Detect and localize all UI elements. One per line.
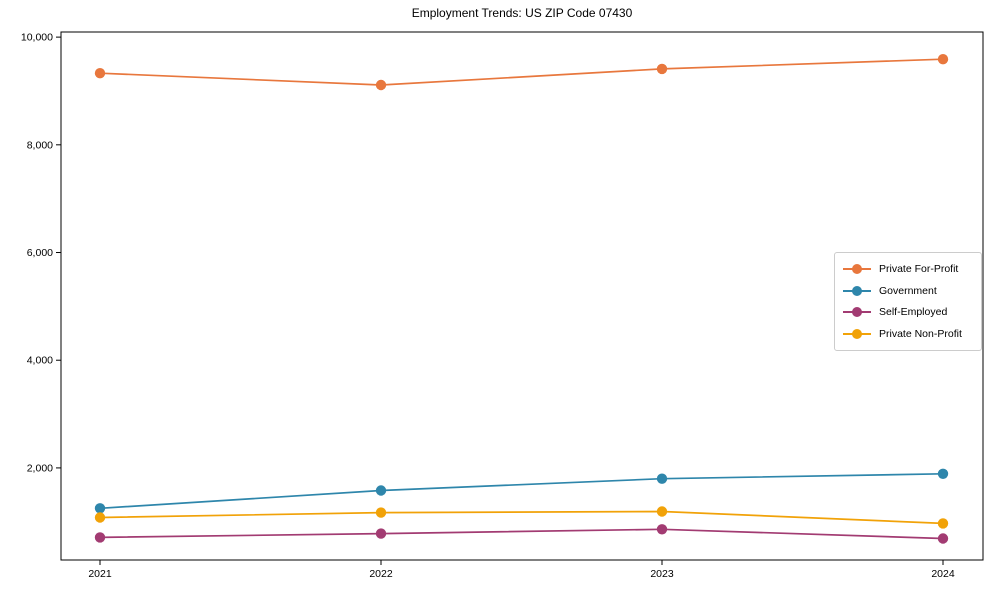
legend-item: Government: [843, 280, 973, 302]
legend-label: Self-Employed: [879, 306, 948, 319]
y-tick-label: 4,000: [27, 355, 53, 367]
series-line: [99, 528, 944, 540]
data-point-marker: [656, 524, 668, 535]
legend-item: Private Non-Profit: [843, 323, 973, 345]
data-point-marker: [937, 468, 949, 479]
legend-label: Private For-Profit: [879, 262, 959, 275]
data-point-marker: [656, 473, 668, 484]
legend-item: Private For-Profit: [843, 258, 973, 280]
data-point-marker: [375, 507, 387, 518]
chart-legend: Private For-Profit Government Self-Emplo…: [834, 252, 982, 351]
x-tick-label: 2021: [88, 568, 112, 580]
series-line: [99, 58, 944, 86]
data-point-marker: [937, 533, 949, 544]
chart-title: Employment Trends: US ZIP Code 07430: [411, 6, 633, 20]
series-line: [99, 472, 944, 510]
y-tick-label: 6,000: [27, 247, 53, 259]
data-point-marker: [656, 63, 668, 75]
data-point-marker: [94, 532, 106, 543]
legend-marker-icon: [843, 306, 871, 318]
y-tick-label: 10,000: [21, 32, 53, 44]
legend-label: Private Non-Profit: [879, 328, 962, 341]
data-point-marker: [375, 79, 387, 91]
x-tick-label: 2022: [369, 568, 393, 580]
legend-marker-icon: [843, 328, 871, 340]
series-line: [99, 510, 944, 525]
data-point-marker: [656, 506, 668, 517]
x-tick-label: 2024: [931, 568, 955, 580]
data-point-marker: [94, 512, 106, 523]
data-point-marker: [94, 68, 106, 79]
y-tick-label: 2,000: [27, 462, 53, 474]
legend-marker-icon: [843, 263, 871, 275]
data-point-marker: [375, 528, 387, 539]
data-point-marker: [937, 518, 949, 529]
y-tick-label: 8,000: [27, 139, 53, 151]
legend-marker-icon: [843, 285, 871, 297]
data-point-marker: [937, 54, 949, 65]
legend-label: Government: [879, 284, 937, 297]
plot-frame: [60, 31, 984, 561]
x-tick-label: 2023: [650, 568, 674, 580]
data-point-marker: [375, 485, 387, 496]
legend-item: Self-Employed: [843, 302, 973, 324]
data-point-marker: [94, 503, 106, 514]
